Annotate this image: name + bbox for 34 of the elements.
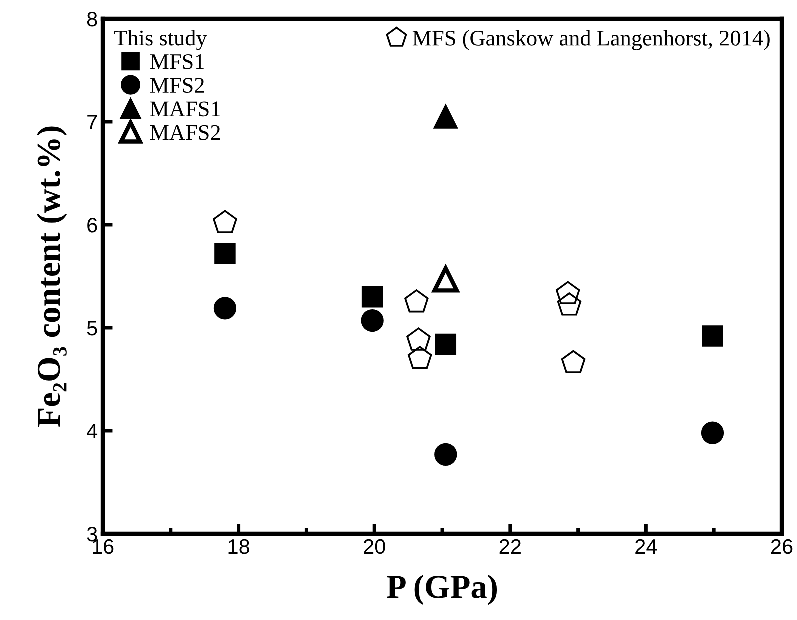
y-tick-label: 4 — [87, 424, 98, 439]
legend-label: MFS2 — [150, 78, 204, 94]
y-tick-label: 7 — [88, 115, 98, 130]
point — [434, 443, 458, 466]
legend-title: This study — [114, 30, 208, 50]
legend-label: MAFS2 — [150, 125, 220, 140]
point — [435, 334, 457, 356]
legend-label: MFS (Ganskow and Langenhorst, 2014) — [412, 30, 770, 50]
x-tick-label: 24 — [636, 539, 658, 554]
point — [556, 281, 580, 304]
y-tick-label: 8 — [87, 12, 98, 27]
legend-label: MFS1 — [150, 54, 204, 70]
point — [702, 326, 724, 347]
point — [404, 290, 429, 313]
point — [434, 104, 458, 129]
x-tick-label: 20 — [364, 539, 386, 554]
point — [557, 292, 582, 316]
y-axis-title: Fe₂O₃ content (wt.%) — [36, 126, 68, 428]
point — [408, 346, 432, 370]
x-axis-title: P (GPa) — [387, 574, 498, 606]
point — [361, 309, 384, 332]
y-tick-label: 5 — [87, 321, 98, 336]
y-tick-label: 6 — [88, 218, 98, 233]
point — [362, 286, 384, 308]
x-tick-label: 26 — [771, 539, 793, 554]
point — [213, 210, 238, 234]
x-tick-label: 22 — [500, 539, 521, 554]
point — [701, 422, 724, 444]
point — [406, 328, 431, 351]
point — [214, 243, 236, 264]
point — [561, 350, 586, 374]
legend-label: MAFS1 — [150, 102, 220, 117]
point — [214, 297, 237, 320]
x-tick-label: 18 — [228, 539, 250, 554]
